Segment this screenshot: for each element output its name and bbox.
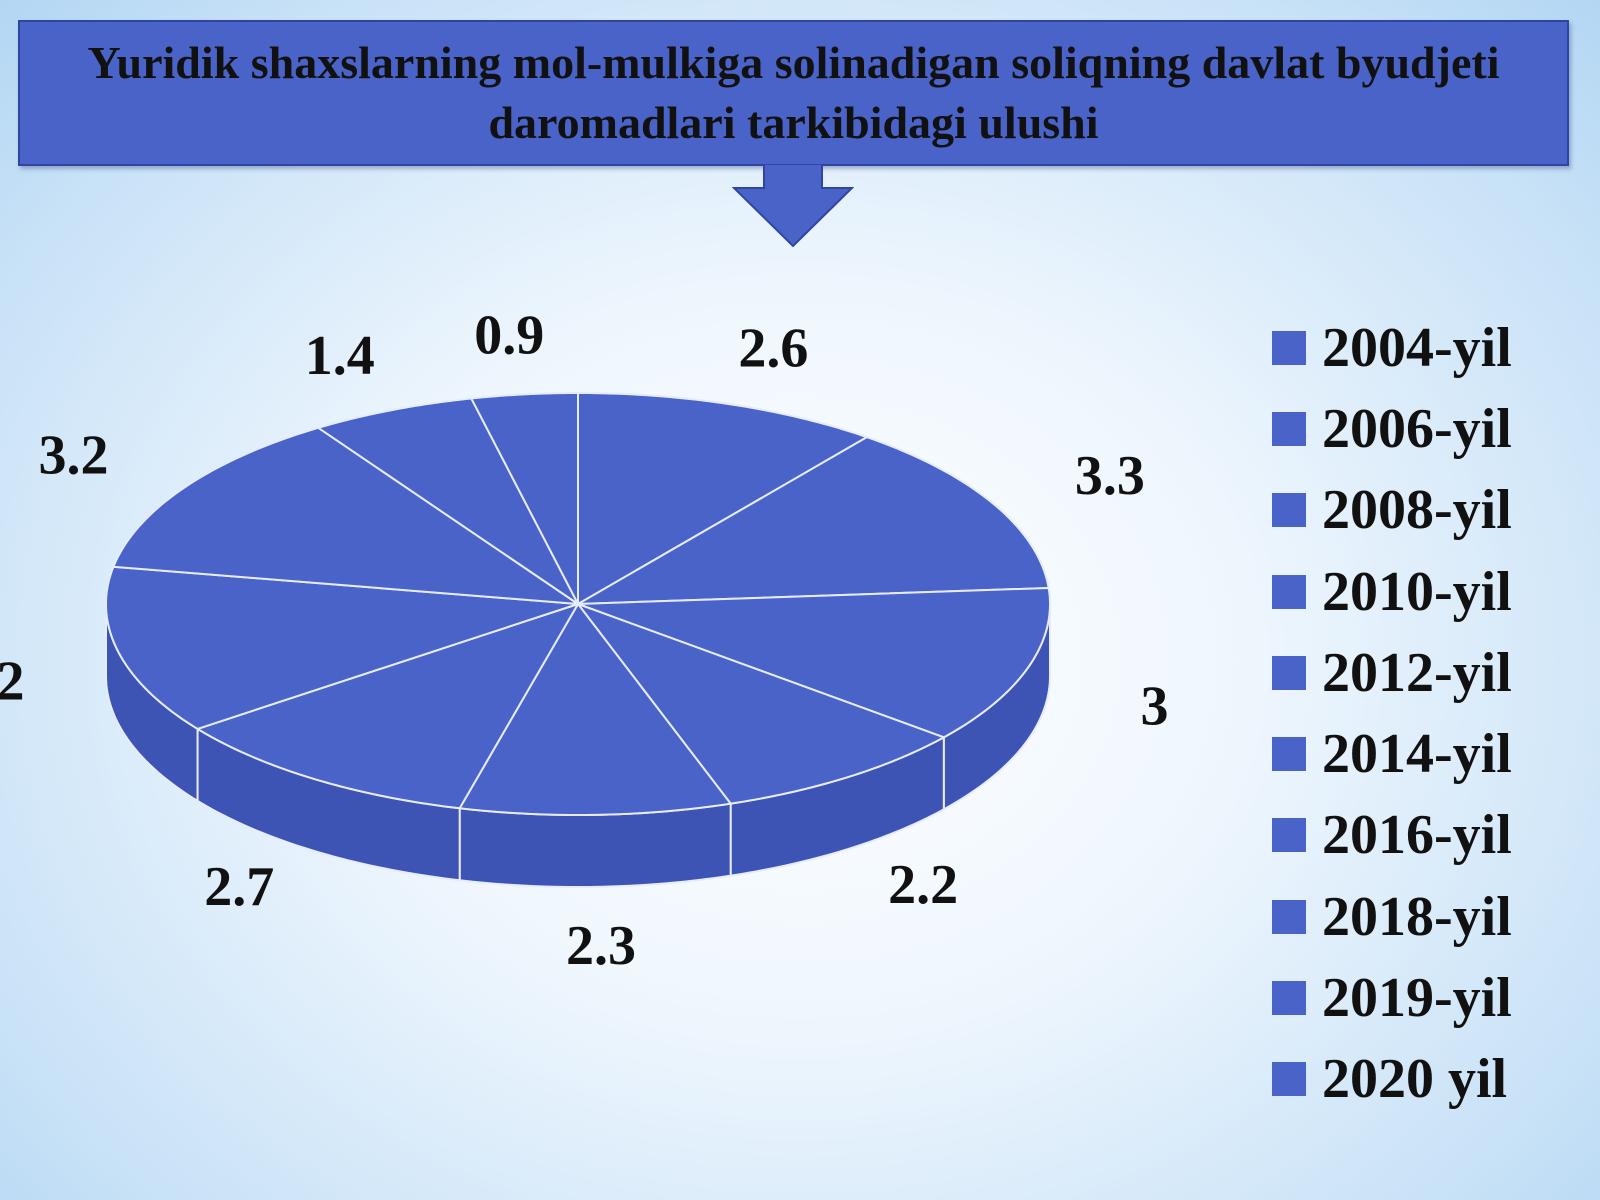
data-label-2016-yil: 3.2	[0, 650, 25, 712]
data-label-2004-yil: 2.6	[738, 317, 808, 379]
legend-swatch	[1272, 737, 1306, 772]
legend-swatch	[1272, 1062, 1306, 1097]
legend-swatch	[1272, 899, 1306, 934]
pie-slice-2012-yil	[458, 603, 732, 816]
legend-swatch	[1272, 493, 1306, 528]
legend-item: 2010-yil	[1272, 551, 1512, 632]
data-label-2020 yil: 0.9	[474, 305, 544, 367]
legend-item: 2020 yil	[1272, 1039, 1512, 1120]
legend-item: 2018-yil	[1272, 876, 1512, 957]
data-label-2019-yil: 1.4	[305, 325, 375, 387]
pie-slice-side-2012-yil	[458, 802, 732, 889]
legend-item: 2016-yil	[1272, 795, 1512, 876]
legend-swatch	[1272, 655, 1306, 690]
pie-slice-2018-yil	[112, 426, 579, 605]
legend-item: 2004-yil	[1272, 307, 1512, 388]
pie-slice-2016-yil	[105, 565, 579, 730]
data-label-2012-yil: 2.3	[566, 915, 636, 977]
chart-title: Yuridik shaxslarning mol-mulkiga solinad…	[87, 37, 1500, 148]
legend-swatch	[1272, 818, 1306, 853]
chart-title-box: Yuridik shaxslarning mol-mulkiga solinad…	[18, 20, 1569, 166]
pie-labels: 2.6 3.3 3 2.2 2.3 2.7 3.2 3.2 1.4 0.9	[0, 305, 1169, 977]
legend-swatch	[1272, 981, 1306, 1016]
pie-slice-2010-yil	[577, 603, 945, 805]
legend-swatch	[1272, 330, 1306, 365]
legend-swatch	[1272, 574, 1306, 609]
legend-item: 2006-yil	[1272, 388, 1512, 469]
pie-slice-2020 yil	[470, 392, 579, 605]
legend-label: 2016-yil	[1322, 804, 1512, 867]
legend: 2004-yil 2006-yil 2008-yil 2010-yil 2012-yil…	[1272, 307, 1512, 1120]
pie-chart: 2.6 3.3 3 2.2 2.3 2.7 3.2 3.2 1.4 0.9	[0, 305, 1169, 977]
pie-slice-2006-yil	[577, 436, 1050, 605]
pie-slice-2008-yil	[577, 586, 1051, 739]
legend-item: 2014-yil	[1272, 713, 1512, 794]
data-label-2018-yil: 3.2	[39, 424, 109, 486]
legend-label: 2012-yil	[1322, 641, 1512, 704]
legend-label: 2008-yil	[1322, 479, 1512, 542]
data-label-2008-yil: 3	[1141, 675, 1169, 737]
legend-item: 2008-yil	[1272, 470, 1512, 551]
legend-swatch	[1272, 411, 1306, 446]
pie-slice-2019-yil	[317, 397, 579, 605]
legend-label: 2020 yil	[1322, 1048, 1508, 1111]
pie-slice-2014-yil	[196, 603, 579, 810]
pie-slice-2004-yil	[577, 392, 868, 605]
legend-item: 2012-yil	[1272, 632, 1512, 713]
pie-tops	[105, 392, 1051, 816]
legend-label: 2014-yil	[1322, 723, 1512, 786]
data-label-2006-yil: 3.3	[1075, 445, 1145, 507]
legend-label: 2010-yil	[1322, 560, 1512, 623]
legend-label: 2019-yil	[1322, 967, 1512, 1030]
legend-item: 2019-yil	[1272, 957, 1512, 1038]
legend-label: 2006-yil	[1322, 397, 1512, 460]
legend-label: 2004-yil	[1322, 316, 1512, 379]
data-label-2014-yil: 2.7	[204, 856, 274, 918]
down-arrow-icon	[732, 164, 854, 248]
data-label-2010-yil: 2.2	[888, 854, 958, 916]
legend-label: 2018-yil	[1322, 885, 1512, 948]
